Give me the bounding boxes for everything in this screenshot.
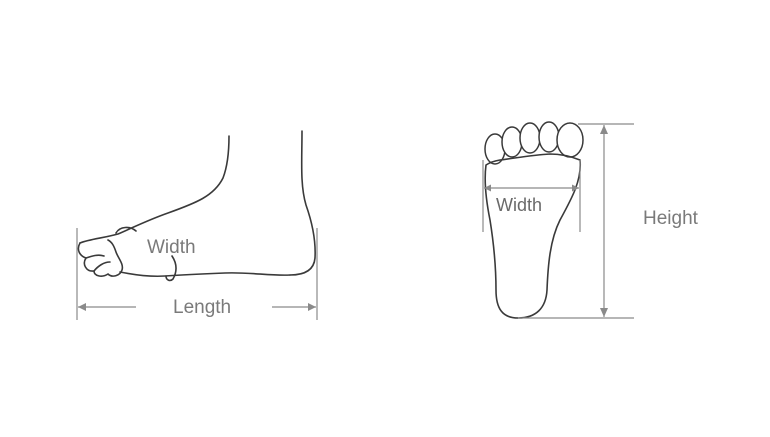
side-foot-sole-outline	[119, 271, 291, 278]
sole-toe-2	[538, 121, 560, 153]
side-foot-toes-outline	[77, 239, 124, 277]
sole-width-label: Width	[496, 195, 542, 215]
sole-toe-1	[556, 122, 584, 158]
sole-view-foot	[484, 121, 584, 319]
sole-outline	[484, 153, 582, 319]
length-label: Length	[173, 297, 231, 318]
length-right-arrowhead	[308, 303, 316, 311]
side-width-label: Width	[147, 237, 196, 258]
sole-width-left-arrowhead	[484, 184, 491, 192]
length-left-arrowhead	[78, 303, 86, 311]
side-foot-toe-creases	[85, 254, 111, 272]
sole-width-right-arrowhead	[572, 184, 579, 192]
height-top-arrowhead	[600, 125, 608, 134]
side-foot-width-loop	[115, 226, 177, 282]
height-label: Height	[643, 208, 699, 229]
sole-toe-3	[519, 122, 541, 154]
side-foot-instep-outline	[79, 135, 230, 244]
length-dimension: Length	[76, 228, 318, 320]
height-bottom-arrowhead	[600, 308, 608, 317]
side-foot-heel-outline	[289, 130, 316, 276]
side-view-foot: Width	[77, 130, 316, 282]
sole-width-dimension: Width	[482, 160, 581, 232]
height-dimension: Height	[518, 123, 699, 319]
sole-toe-4	[501, 126, 523, 158]
